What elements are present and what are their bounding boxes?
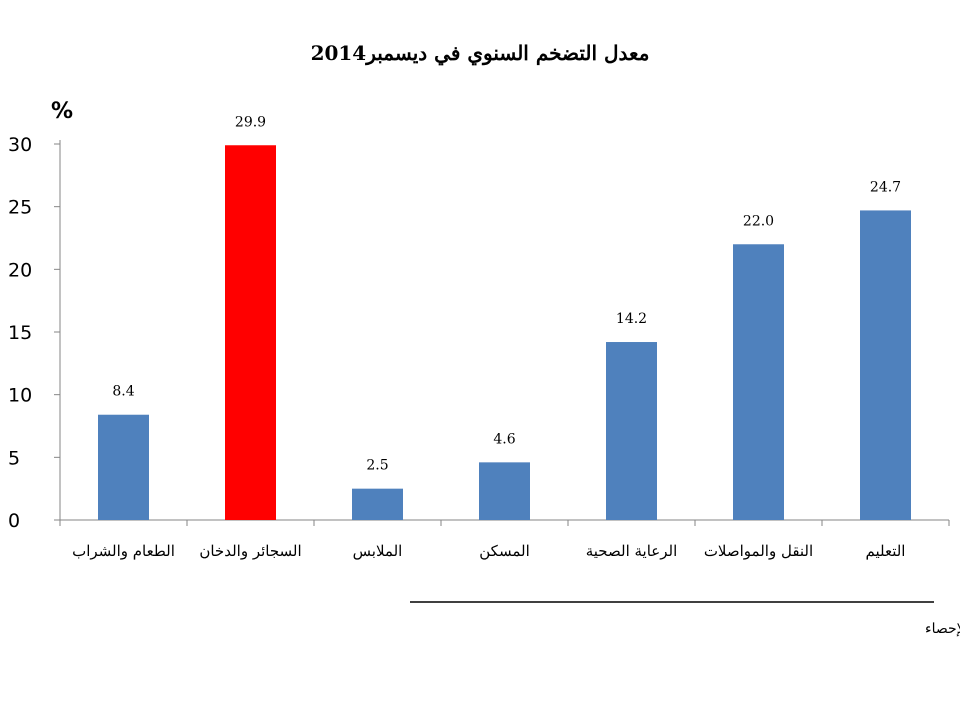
x-tick-label: التعليم bbox=[866, 542, 906, 560]
y-tick-label: 25 bbox=[8, 197, 32, 219]
data-label: 2.5 bbox=[366, 458, 388, 474]
x-tick-label: المسكن bbox=[479, 542, 530, 560]
data-label: 4.6 bbox=[493, 431, 515, 447]
bar bbox=[860, 210, 911, 520]
bar bbox=[479, 462, 530, 520]
y-axis-label: % bbox=[51, 99, 73, 124]
x-tick-label: النقل والمواصلات bbox=[704, 542, 813, 560]
y-tick-label: 30 bbox=[8, 134, 32, 156]
chart-title: معدل التضخم السنوي في ديسمبر2014 bbox=[311, 41, 650, 66]
x-tick-labels: الطعام والشراب السجائر والدخان الملابس المس… bbox=[72, 542, 905, 560]
bar bbox=[225, 145, 276, 520]
x-tick-label: الملابس bbox=[353, 542, 403, 560]
bar bbox=[606, 342, 657, 520]
bar bbox=[352, 488, 403, 520]
y-ticks: 0 5 10 15 20 25 30 bbox=[8, 134, 60, 532]
y-tick-label: 5 bbox=[8, 447, 20, 469]
bars bbox=[98, 145, 911, 520]
y-tick-label: 0 bbox=[8, 510, 20, 532]
data-label: 22.0 bbox=[743, 213, 774, 229]
y-tick-label: 10 bbox=[8, 385, 32, 407]
x-tick-label: السجائر والدخان bbox=[199, 542, 301, 560]
data-label: 8.4 bbox=[112, 384, 134, 400]
x-tick-label: الطعام والشراب bbox=[72, 542, 175, 560]
y-tick-label: 20 bbox=[8, 259, 32, 281]
bar bbox=[98, 414, 149, 520]
data-label: 14.2 bbox=[616, 311, 647, 327]
data-labels: 8.4 29.9 2.5 4.6 14.2 22.0 24.7 bbox=[112, 114, 901, 473]
source-note: المصدر: الجهاز المركزي للتعبئة العامة وا… bbox=[925, 621, 960, 637]
bar bbox=[733, 244, 784, 520]
data-label: 24.7 bbox=[870, 179, 901, 195]
data-label: 29.9 bbox=[235, 114, 266, 130]
y-tick-label: 15 bbox=[8, 322, 32, 344]
x-tick-label: الرعاية الصحية bbox=[586, 542, 678, 560]
